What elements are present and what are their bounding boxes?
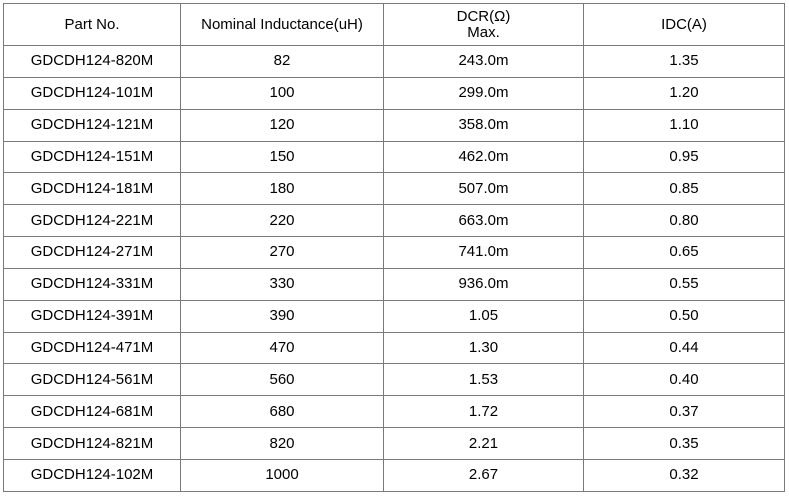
- table-row: GDCDH124-821M 820 2.21 0.35: [3, 427, 785, 460]
- table-row: GDCDH124-271M 270 741.0m 0.65: [3, 236, 785, 269]
- table-row: GDCDH124-121M 120 358.0m 1.10: [3, 108, 785, 142]
- table-row: GDCDH124-101M 100 299.0m 1.20: [3, 76, 785, 110]
- table-cell: 1.05: [383, 299, 584, 333]
- table-row: GDCDH124-221M 220 663.0m 0.80: [3, 204, 785, 238]
- header-cell: DCR(Ω) Max.: [383, 3, 584, 46]
- table-row: GDCDH124-102M 1000 2.67 0.32: [3, 458, 785, 492]
- table-cell: 0.40: [583, 363, 785, 397]
- table-cell: 330: [180, 267, 384, 301]
- table-cell: 0.37: [583, 395, 785, 429]
- table-cell: GDCDH124-151M: [3, 140, 181, 174]
- table-cell: 0.85: [583, 172, 785, 206]
- table-cell: 820: [180, 427, 384, 460]
- header-cell: Part No.: [3, 3, 181, 46]
- header-text: Nominal Inductance(uH): [201, 15, 363, 33]
- spec-table: Part No. Nominal Inductance(uH) DCR(Ω) Max.…: [3, 3, 785, 492]
- table-cell: 0.35: [583, 427, 785, 460]
- table-row: GDCDH124-151M 150 462.0m 0.95: [3, 140, 785, 174]
- table-cell: 741.0m: [383, 236, 584, 269]
- table-cell: 1000: [180, 458, 384, 492]
- header-cell: Nominal Inductance(uH): [180, 3, 384, 46]
- header-text: IDC(A): [661, 15, 707, 33]
- table-cell: 220: [180, 204, 384, 238]
- table-cell: 0.32: [583, 458, 785, 492]
- table-cell: GDCDH124-681M: [3, 395, 181, 429]
- table-row: GDCDH124-181M 180 507.0m 0.85: [3, 172, 785, 206]
- table-cell: GDCDH124-271M: [3, 236, 181, 269]
- table-cell: GDCDH124-221M: [3, 204, 181, 238]
- header-text: Max.: [467, 23, 500, 41]
- header-cell: IDC(A): [583, 3, 785, 46]
- table-body: GDCDH124-820M 82 243.0m 1.35 GDCDH124-101M 10…: [3, 45, 785, 492]
- table-cell: 0.80: [583, 204, 785, 238]
- table-row: GDCDH124-391M 390 1.05 0.50: [3, 299, 785, 333]
- table-cell: 560: [180, 363, 384, 397]
- table-cell: 299.0m: [383, 76, 584, 110]
- table-cell: GDCDH124-181M: [3, 172, 181, 206]
- table-cell: 0.95: [583, 140, 785, 174]
- table-cell: 462.0m: [383, 140, 584, 174]
- table-cell: 120: [180, 108, 384, 142]
- table-cell: 2.67: [383, 458, 584, 492]
- table-cell: 1.20: [583, 76, 785, 110]
- table-cell: 1.10: [583, 108, 785, 142]
- table-cell: 2.21: [383, 427, 584, 460]
- table-cell: 180: [180, 172, 384, 206]
- header-text: DCR(Ω): [456, 7, 511, 25]
- table-cell: 82: [180, 45, 384, 78]
- table-cell: 680: [180, 395, 384, 429]
- table-cell: 0.55: [583, 267, 785, 301]
- table-cell: 1.53: [383, 363, 584, 397]
- table-cell: 390: [180, 299, 384, 333]
- table-cell: 1.72: [383, 395, 584, 429]
- table-cell: 243.0m: [383, 45, 584, 78]
- table-cell: 270: [180, 236, 384, 269]
- table-cell: GDCDH124-821M: [3, 427, 181, 460]
- table-cell: 663.0m: [383, 204, 584, 238]
- table-row: GDCDH124-471M 470 1.30 0.44: [3, 331, 785, 365]
- table-cell: GDCDH124-561M: [3, 363, 181, 397]
- table-row: GDCDH124-820M 82 243.0m 1.35: [3, 45, 785, 78]
- table-row: GDCDH124-681M 680 1.72 0.37: [3, 395, 785, 429]
- table-cell: GDCDH124-101M: [3, 76, 181, 110]
- table-cell: 470: [180, 331, 384, 365]
- table-cell: 0.44: [583, 331, 785, 365]
- table-row: GDCDH124-331M 330 936.0m 0.55: [3, 267, 785, 301]
- table-cell: GDCDH124-391M: [3, 299, 181, 333]
- table-row: GDCDH124-561M 560 1.53 0.40: [3, 363, 785, 397]
- table-cell: 507.0m: [383, 172, 584, 206]
- table-cell: 1.30: [383, 331, 584, 365]
- header-row: Part No. Nominal Inductance(uH) DCR(Ω) Max.…: [3, 3, 785, 46]
- table-cell: 936.0m: [383, 267, 584, 301]
- table-cell: GDCDH124-331M: [3, 267, 181, 301]
- table-cell: GDCDH124-471M: [3, 331, 181, 365]
- table-cell: GDCDH124-102M: [3, 458, 181, 492]
- table-cell: 0.50: [583, 299, 785, 333]
- table-cell: 358.0m: [383, 108, 584, 142]
- table-cell: GDCDH124-121M: [3, 108, 181, 142]
- table-cell: 150: [180, 140, 384, 174]
- table-cell: 0.65: [583, 236, 785, 269]
- table-cell: GDCDH124-820M: [3, 45, 181, 78]
- table-cell: 1.35: [583, 45, 785, 78]
- table-cell: 100: [180, 76, 384, 110]
- header-text: Part No.: [64, 15, 120, 33]
